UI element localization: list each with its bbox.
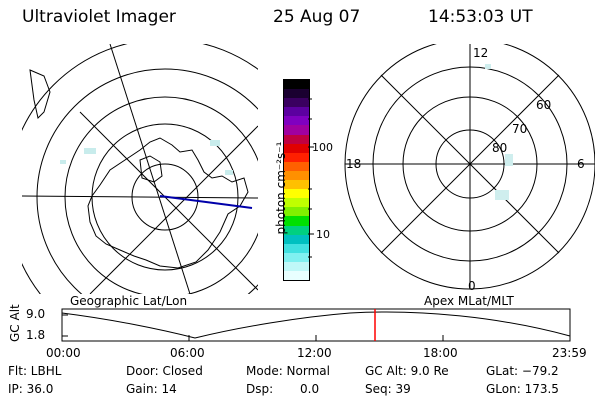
aurora-patch xyxy=(210,140,220,146)
time-label: 14:53:03 UT xyxy=(428,7,533,27)
mlat-label-80: 80 xyxy=(492,141,508,155)
colorbar-segment xyxy=(284,98,309,108)
xtick-1200: 12:00 xyxy=(297,346,332,360)
colorbar-segment xyxy=(284,180,309,190)
colorbar-ticks xyxy=(308,98,314,258)
colorbar-segment xyxy=(284,270,309,281)
colorbar xyxy=(283,79,310,281)
meridian-line xyxy=(89,125,258,294)
colorbar-segment xyxy=(284,134,309,144)
seq-info: Seq: 39 xyxy=(365,382,411,396)
geographic-map xyxy=(22,44,258,294)
mlat-label-70: 70 xyxy=(512,122,528,136)
altitude-timeline xyxy=(61,308,571,342)
ytick-high: 9.0 xyxy=(26,307,46,321)
xtick-1800: 18:00 xyxy=(423,346,458,360)
geographic-label: Geographic Lat/Lon xyxy=(70,294,188,308)
lat-circle-40 xyxy=(22,44,258,294)
colorbar-segment xyxy=(284,243,309,253)
mlt-label-18: 18 xyxy=(346,157,362,171)
colorbar-segment xyxy=(284,198,309,208)
satellite-track xyxy=(159,195,253,209)
magnetic-label: Apex MLat/MLT xyxy=(424,294,514,308)
colorbar-segment xyxy=(284,161,309,171)
mode-info: Mode: Normal xyxy=(246,364,330,378)
gc-alt-info: GC Alt: 9.0 Re xyxy=(365,364,449,378)
magnetic-map xyxy=(344,44,595,290)
colorbar-segment xyxy=(284,216,309,226)
colorbar-tick-100: 100 xyxy=(312,141,333,154)
mlt-label-6: 6 xyxy=(577,157,585,171)
colorbar-segment xyxy=(284,143,309,153)
aurora-patch xyxy=(505,154,513,166)
colorbar-segment xyxy=(284,207,309,217)
meridian-line xyxy=(22,195,258,199)
xtick-2359: 23:59 xyxy=(552,346,587,360)
colorbar-segment xyxy=(284,80,309,90)
antarctica-outline xyxy=(87,137,249,269)
colorbar-segment xyxy=(284,225,309,235)
meridian-line xyxy=(109,44,191,294)
colorbar-segment xyxy=(284,125,309,135)
aurora-patch xyxy=(495,190,509,200)
glat-info: GLat: −79.2 xyxy=(486,364,559,378)
aurora-patch xyxy=(225,170,233,175)
colorbar-segment xyxy=(284,170,309,181)
date-label: 25 Aug 07 xyxy=(273,7,361,27)
colorbar-segment xyxy=(284,252,309,262)
colorbar-segment xyxy=(284,116,309,126)
mlt-line xyxy=(380,74,560,254)
colorbar-unit-label: photon cm⁻²s⁻¹ xyxy=(274,141,288,235)
ip-info: IP: 36.0 xyxy=(8,382,54,396)
dsp-label: Dsp: xyxy=(246,382,274,396)
colorbar-segment xyxy=(284,234,309,244)
mlat-label-60: 60 xyxy=(536,98,552,112)
aurora-patch xyxy=(84,148,96,154)
colorbar-segment xyxy=(284,89,309,99)
colorbar-tick-10: 10 xyxy=(316,228,330,241)
colorbar-segment xyxy=(284,107,309,117)
colorbar-segment xyxy=(284,152,309,162)
altitude-curve xyxy=(61,311,571,339)
landmass-outline xyxy=(139,155,163,183)
glon-info: GLon: 173.5 xyxy=(486,382,559,396)
coastline-outline xyxy=(29,69,51,119)
gain-info: Gain: 14 xyxy=(126,382,177,396)
dsp-value: 0.0 xyxy=(300,382,320,396)
lat-circle-50 xyxy=(36,68,258,294)
aurora-patch xyxy=(485,64,491,69)
filter-info: Flt: LBHL xyxy=(8,364,62,378)
aurora-patch xyxy=(60,160,66,164)
lat-circle-60 xyxy=(64,96,258,294)
door-info: Door: Closed xyxy=(126,364,203,378)
xtick-0000: 00:00 xyxy=(46,346,81,360)
ytick-low: 1.8 xyxy=(26,328,46,342)
mlt-label-0: 0 xyxy=(468,279,476,293)
timeline-ylabel: GC Alt xyxy=(8,304,22,342)
colorbar-segment xyxy=(284,261,309,271)
xtick-0600: 06:00 xyxy=(170,346,205,360)
mlt-label-12: 12 xyxy=(473,46,489,60)
colorbar-segment xyxy=(284,189,309,199)
meridian-line xyxy=(79,111,258,291)
instrument-title: Ultraviolet Imager xyxy=(22,7,176,27)
